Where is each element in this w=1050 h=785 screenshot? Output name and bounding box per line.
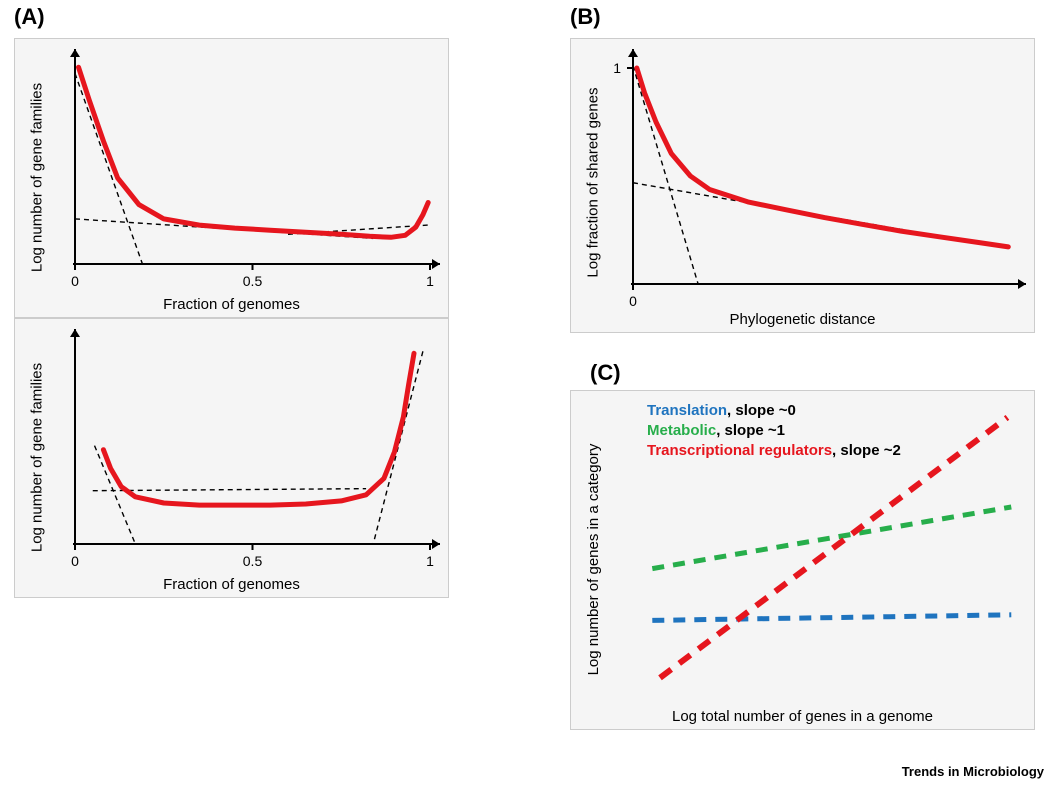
panel-c: Log number of genes in a category Transl… [570, 390, 1035, 730]
svg-text:, slope ~1: , slope ~1 [716, 422, 785, 439]
panel-b: Log fraction of shared genes 10 Phylogen… [570, 38, 1035, 333]
svg-text:Translation: Translation [647, 402, 727, 419]
svg-text:0.5: 0.5 [243, 553, 263, 569]
panel-b-svg: 10 [571, 39, 1036, 334]
panel-a2-xlabel: Fraction of genomes [15, 576, 448, 593]
panel-c-xlabel: Log total number of genes in a genome [571, 708, 1034, 725]
panel-c-label: (C) [590, 360, 621, 386]
svg-text:1: 1 [613, 60, 621, 76]
panel-a1-ylabel: Log number of gene families [29, 73, 46, 283]
panel-c-ylabel: Log number of genes in a category [585, 432, 602, 687]
panel-a1-xlabel: Fraction of genomes [15, 296, 448, 313]
svg-text:Metabolic: Metabolic [647, 422, 716, 439]
svg-text:, slope ~0: , slope ~0 [727, 402, 796, 419]
attribution-text: Trends in Microbiology [902, 764, 1044, 779]
svg-text:, slope ~2: , slope ~2 [832, 442, 901, 459]
svg-text:0: 0 [629, 293, 637, 309]
panel-a2-ylabel: Log number of gene families [29, 353, 46, 563]
figure-container: (A) (B) (C) Log number of gene families … [0, 0, 1050, 785]
svg-text:0: 0 [71, 273, 79, 289]
svg-text:0: 0 [71, 553, 79, 569]
svg-text:1: 1 [426, 273, 434, 289]
panel-b-label: (B) [570, 4, 601, 30]
svg-text:1: 1 [426, 553, 434, 569]
svg-text:0.5: 0.5 [243, 273, 263, 289]
panel-c-svg: Translation, slope ~0 Metabolic, slope ~1… [571, 391, 1036, 731]
svg-text:Transcriptional regulators: Transcriptional regulators [647, 442, 832, 459]
panel-b-ylabel: Log fraction of shared genes [585, 78, 602, 288]
panel-b-xlabel: Phylogenetic distance [571, 311, 1034, 328]
panel-a1-svg: 00.51 [15, 39, 450, 319]
panel-a-label: (A) [14, 4, 45, 30]
panel-a2: Log number of gene families 00.51 Fracti… [14, 318, 449, 598]
panel-a2-svg: 00.51 [15, 319, 450, 599]
panel-a1: Log number of gene families 00.51 Fracti… [14, 38, 449, 318]
